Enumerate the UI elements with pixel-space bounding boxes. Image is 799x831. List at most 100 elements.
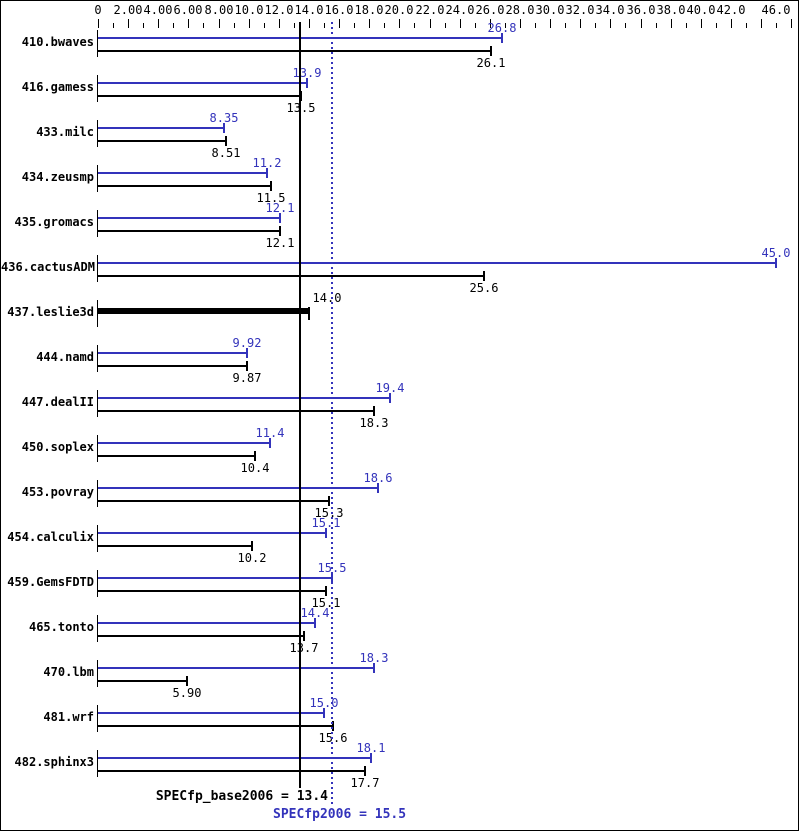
group-axis-bracket bbox=[97, 390, 98, 417]
axis-major-tick bbox=[279, 19, 280, 28]
axis-tick-label: 22.0 bbox=[415, 3, 445, 17]
peak-bar-endcap bbox=[266, 168, 268, 178]
base-bar bbox=[98, 635, 304, 637]
peak-bar-endcap bbox=[246, 348, 248, 358]
base-value-label: 15.6 bbox=[318, 731, 348, 745]
benchmark-label: 450.soplex bbox=[21, 440, 94, 454]
peak-bar-endcap bbox=[501, 33, 503, 43]
peak-bar-endcap bbox=[306, 78, 308, 88]
axis-minor-tick bbox=[354, 23, 355, 28]
peak-value-label: 8.35 bbox=[209, 111, 239, 125]
base-value-label: 17.7 bbox=[350, 776, 380, 790]
axis-tick-label: 28.0 bbox=[505, 3, 535, 17]
axis-major-tick bbox=[158, 19, 159, 28]
axis-tick-label: 12.0 bbox=[264, 3, 294, 17]
base-bar-endcap bbox=[364, 766, 366, 776]
axis-minor-tick bbox=[746, 23, 747, 28]
peak-bar-endcap bbox=[323, 708, 325, 718]
base-value-label: 26.1 bbox=[476, 56, 506, 70]
axis-minor-tick bbox=[776, 23, 777, 28]
group-axis-bracket bbox=[97, 435, 98, 462]
base-bar bbox=[98, 140, 226, 142]
axis-major-tick bbox=[520, 19, 521, 28]
benchmark-label: 433.milc bbox=[36, 125, 94, 139]
benchmark-label: 434.zeusmp bbox=[21, 170, 94, 184]
combined-value-label: 14.0 bbox=[312, 291, 342, 305]
axis-minor-tick bbox=[324, 23, 325, 28]
axis-tick-label: 46.0 bbox=[761, 3, 791, 17]
axis-major-tick bbox=[671, 19, 672, 28]
peak-mean-label: SPECfp2006 = 15.5 bbox=[273, 807, 407, 822]
axis-tick-label: 20.0 bbox=[384, 3, 414, 17]
axis-tick-label: 2.00 bbox=[113, 3, 143, 17]
axis-major-tick bbox=[188, 19, 189, 28]
axis-tick-label: 10.0 bbox=[234, 3, 264, 17]
axis-minor-tick bbox=[475, 23, 476, 28]
axis-minor-tick bbox=[264, 23, 265, 28]
axis-minor-tick bbox=[143, 23, 144, 28]
base-bar bbox=[98, 680, 187, 682]
base-bar bbox=[98, 545, 252, 547]
axis-minor-tick bbox=[505, 23, 506, 28]
peak-value-label: 12.1 bbox=[265, 201, 295, 215]
base-bar-endcap bbox=[246, 361, 248, 371]
axis-minor-tick bbox=[565, 23, 566, 28]
axis-tick-label: 14.0 bbox=[294, 3, 324, 17]
peak-value-label: 14.4 bbox=[300, 606, 330, 620]
peak-bar-endcap bbox=[370, 753, 372, 763]
peak-bar bbox=[98, 712, 324, 714]
base-bar bbox=[98, 185, 271, 187]
benchmark-label: 459.GemsFDTD bbox=[7, 575, 94, 589]
peak-bar bbox=[98, 532, 326, 534]
group-axis-bracket bbox=[97, 345, 98, 372]
peak-value-label: 13.9 bbox=[292, 66, 322, 80]
axis-minor-tick bbox=[113, 23, 114, 28]
group-axis-bracket bbox=[97, 525, 98, 552]
base-value-label: 13.5 bbox=[286, 101, 316, 115]
benchmark-label: 482.sphinx3 bbox=[14, 755, 94, 769]
benchmark-label: 437.leslie3d bbox=[7, 305, 94, 319]
base-bar-endcap bbox=[270, 181, 272, 191]
peak-bar-endcap bbox=[373, 663, 375, 673]
group-axis-bracket bbox=[97, 750, 98, 777]
group-axis-bracket bbox=[97, 165, 98, 192]
base-bar-endcap bbox=[225, 136, 227, 146]
base-value-label: 10.4 bbox=[240, 461, 270, 475]
peak-value-label: 15.0 bbox=[309, 696, 339, 710]
group-axis-bracket bbox=[97, 300, 98, 327]
axis-major-tick bbox=[610, 19, 611, 28]
base-value-label: 12.1 bbox=[265, 236, 295, 250]
peak-bar bbox=[98, 352, 247, 354]
group-axis-bracket bbox=[97, 210, 98, 237]
peak-bar bbox=[98, 667, 374, 669]
peak-value-label: 18.1 bbox=[356, 741, 386, 755]
base-bar-endcap bbox=[251, 541, 253, 551]
axis-major-tick bbox=[701, 19, 702, 28]
peak-bar bbox=[98, 397, 390, 399]
base-bar-endcap bbox=[186, 676, 188, 686]
peak-bar bbox=[98, 217, 280, 219]
base-value-label: 15.3 bbox=[314, 506, 344, 520]
base-bar-endcap bbox=[254, 451, 256, 461]
benchmark-label: 410.bwaves bbox=[21, 35, 94, 49]
base-bar bbox=[98, 230, 280, 232]
peak-bar-endcap bbox=[223, 123, 225, 133]
axis-tick-label: 6.00 bbox=[173, 3, 203, 17]
base-bar bbox=[98, 500, 329, 502]
axis-minor-tick bbox=[384, 23, 385, 28]
peak-value-label: 11.4 bbox=[255, 426, 285, 440]
base-bar-endcap bbox=[325, 586, 327, 596]
group-axis-bracket bbox=[97, 615, 98, 642]
benchmark-label: 481.wrf bbox=[43, 710, 94, 724]
base-value-label: 5.90 bbox=[172, 686, 202, 700]
peak-bar bbox=[98, 622, 315, 624]
base-value-label: 10.2 bbox=[237, 551, 267, 565]
axis-minor-tick bbox=[173, 23, 174, 28]
peak-bar-endcap bbox=[389, 393, 391, 403]
axis-tick-label: 36.0 bbox=[626, 3, 656, 17]
base-bar-endcap bbox=[300, 91, 302, 101]
peak-value-label: 45.0 bbox=[761, 246, 791, 260]
axis-tick-label: 4.00 bbox=[143, 3, 173, 17]
axis-major-tick bbox=[550, 19, 551, 28]
